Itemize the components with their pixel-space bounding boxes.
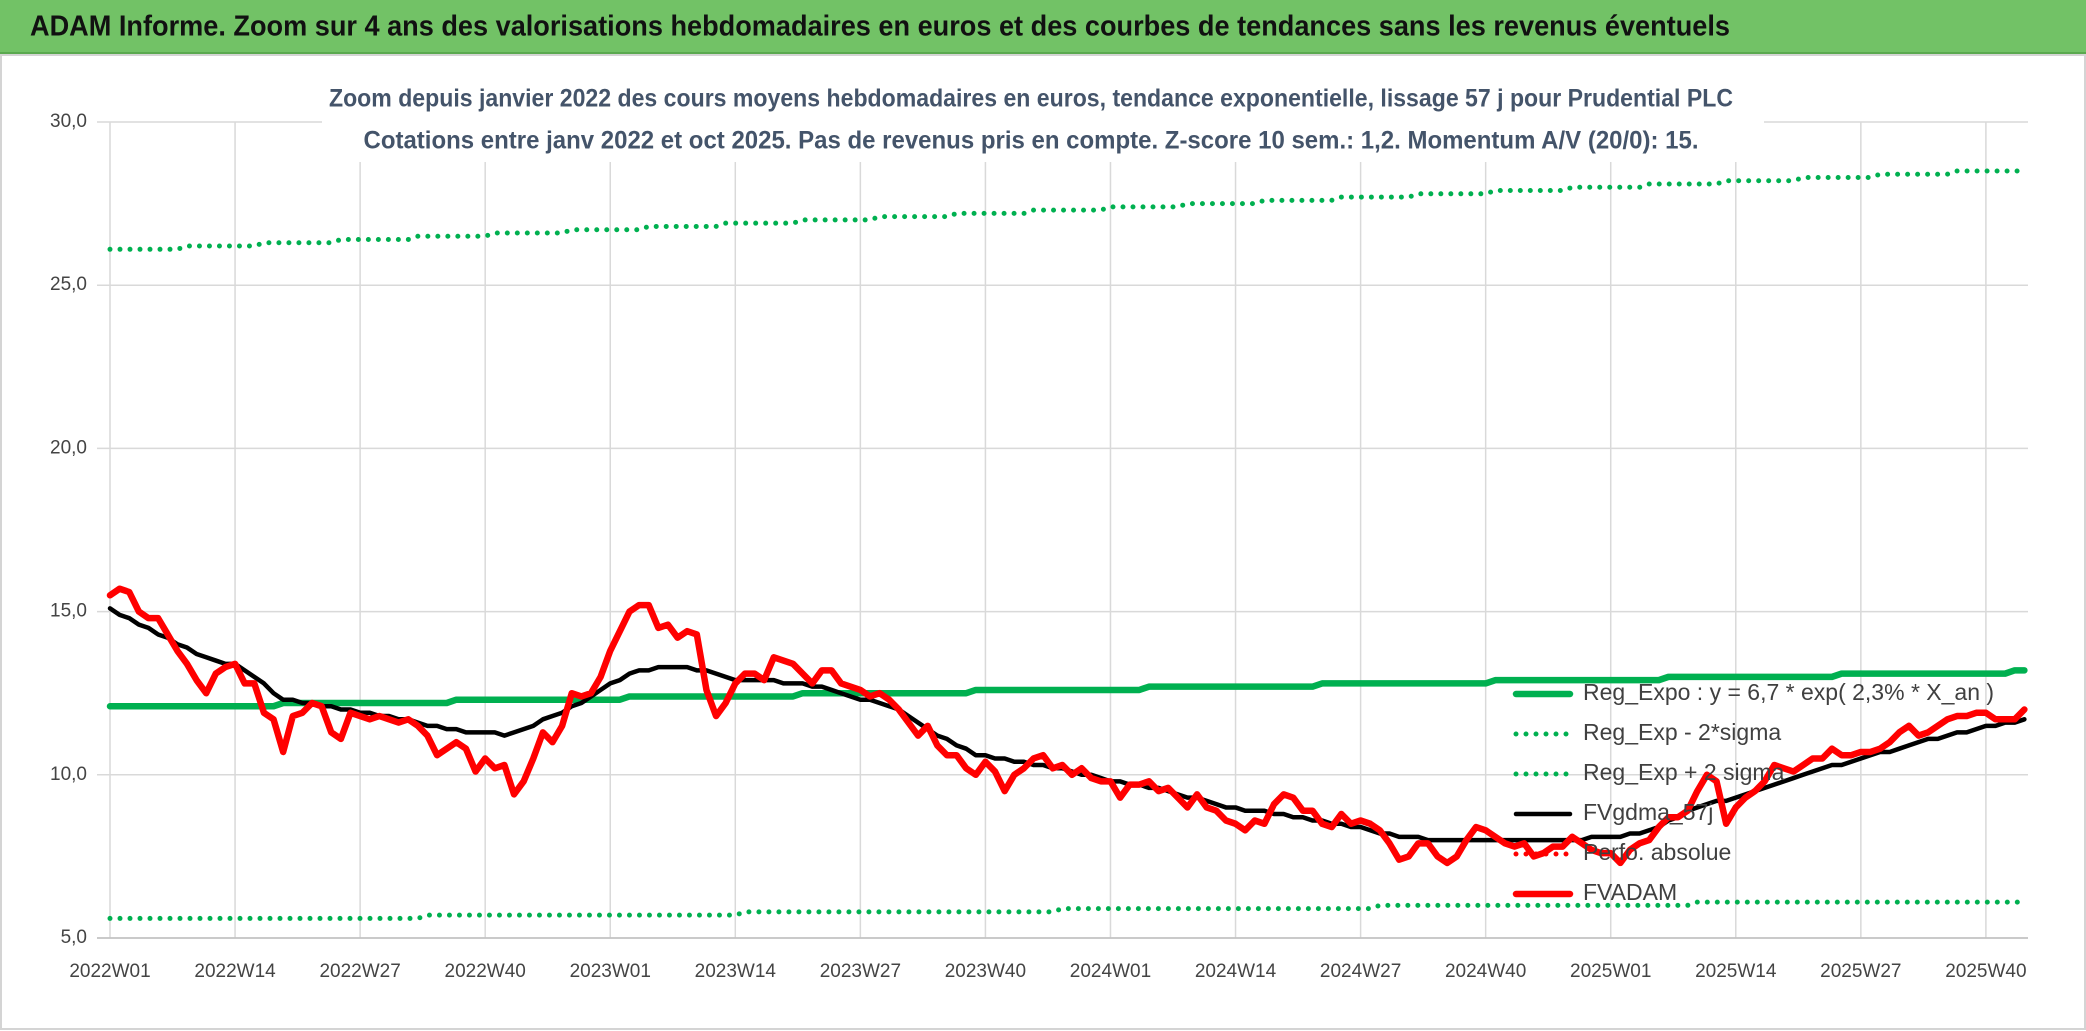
x-tick-label: 2025W27	[1820, 961, 1901, 982]
x-tick-label: 2025W14	[1695, 961, 1777, 982]
legend-label: Reg_Expo : y = 6,7 * exp( 2,3% * X_an )	[1583, 679, 1994, 705]
x-tick-label: 2025W01	[1570, 961, 1651, 982]
y-tick-label: 15,0	[50, 601, 87, 622]
x-tick-label: 2024W14	[1195, 961, 1277, 982]
y-tick-label: 5,0	[61, 927, 87, 948]
legend: Reg_Expo : y = 6,7 * exp( 2,3% * X_an ) R…	[1512, 679, 1994, 905]
legend-label: Perfo. absolue	[1583, 839, 1731, 865]
y-tick-label: 10,0	[50, 764, 87, 785]
x-tick-label: 2022W01	[69, 961, 150, 982]
x-tick-label: 2022W40	[445, 961, 526, 982]
y-tick-label: 25,0	[50, 274, 87, 295]
header-title: ADAM Informe. Zoom sur 4 ans des valoris…	[30, 11, 1730, 43]
header-edge	[0, 52, 2086, 54]
y-tick-label: 20,0	[50, 437, 87, 458]
legend-label: FVADAM	[1583, 879, 1677, 905]
series-line	[106, 585, 2028, 867]
x-tick-label: 2025W40	[1945, 961, 2026, 982]
x-tick-label: 2023W27	[820, 961, 901, 982]
x-tick-label: 2024W27	[1320, 961, 1401, 982]
series-line	[107, 899, 2027, 921]
series-line	[106, 667, 2028, 710]
x-tick-label: 2023W01	[570, 961, 651, 982]
x-tick-label: 2023W14	[695, 961, 777, 982]
series-line	[107, 168, 2027, 252]
chart-title: Zoom depuis janvier 2022 des cours moyen…	[329, 85, 1733, 113]
chart-frame	[0, 54, 2086, 1030]
legend-label: Reg_Exp + 2 sigma	[1583, 759, 1785, 785]
title-backdrop	[322, 82, 1764, 162]
legend-label: FVgdma_57j	[1583, 799, 1713, 825]
plot-area: 5,0 10,0 15,0 20,0 25,0 30,0 2022W01 2022W14 202…	[50, 111, 2028, 982]
x-tick-label: 2022W27	[319, 961, 400, 982]
x-tick-label: 2024W40	[1445, 961, 1526, 982]
y-tick-label: 30,0	[50, 111, 87, 132]
legend-label: Reg_Exp - 2*sigma	[1583, 719, 1781, 745]
x-tick-label: 2022W14	[194, 961, 276, 982]
x-tick-label: 2024W01	[1070, 961, 1151, 982]
chart-subtitle: Cotations entre janv 2022 et oct 2025. P…	[364, 127, 1699, 155]
header-bar	[0, 0, 2086, 54]
x-tick-label: 2023W40	[945, 961, 1026, 982]
